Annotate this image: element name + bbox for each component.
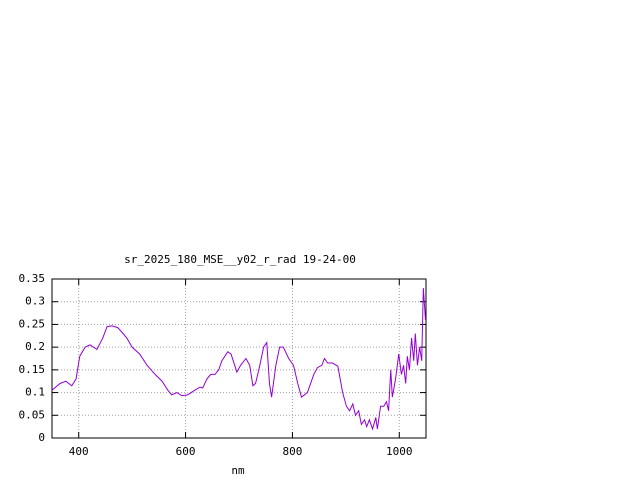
y-tick-label: 0.35	[19, 272, 46, 285]
x-axis-label: nm	[231, 464, 245, 477]
x-tick-label: 600	[176, 445, 196, 458]
y-tick-label: 0.25	[19, 317, 46, 330]
y-tick-label: 0.05	[19, 408, 46, 421]
y-tick-label: 0.1	[25, 386, 45, 399]
x-tick-label: 400	[69, 445, 89, 458]
y-tick-label: 0.15	[19, 363, 46, 376]
plot-border	[51, 278, 427, 439]
y-tick-label: 0.2	[25, 340, 45, 353]
y-tick-label: 0	[38, 431, 45, 444]
x-tick-label: 800	[282, 445, 302, 458]
x-tick-label: 1000	[386, 445, 413, 458]
chart-title: sr_2025_180_MSE__y02_r_rad 19-24-00	[124, 253, 356, 266]
y-tick-label: 0.3	[25, 295, 45, 308]
data-line	[51, 288, 426, 431]
